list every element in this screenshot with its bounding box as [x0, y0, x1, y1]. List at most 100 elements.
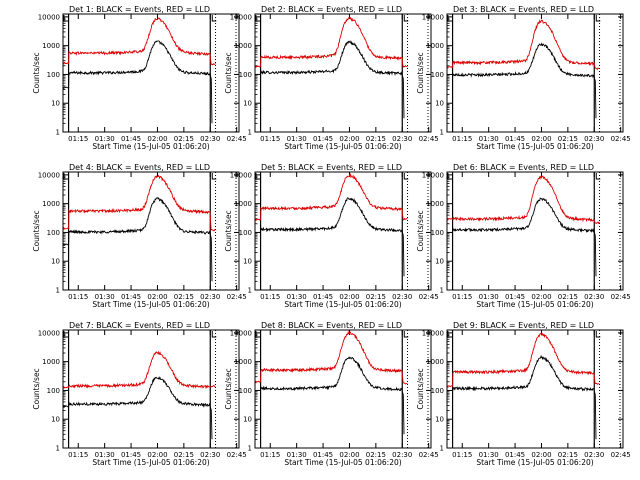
x-axis-label: Start Time (15-Jul-05 01:06:20) [476, 458, 593, 467]
x-axis-label: Start Time (15-Jul-05 01:06:20) [284, 142, 401, 151]
x-tick-label: 01:45 [313, 135, 333, 143]
y-tick-label: 100 [431, 229, 444, 237]
y-axis-label: Counts/sec [416, 368, 425, 409]
corner-mark [63, 331, 68, 338]
x-tick-label: 02:45 [227, 451, 247, 459]
y-tick-label: 1000 [234, 200, 252, 208]
x-tick-label: 02:00 [147, 293, 167, 301]
y-tick-label: 10000 [230, 13, 252, 21]
y-tick-label: 1 [56, 287, 60, 295]
x-tick-label: 02:00 [339, 293, 359, 301]
detector-panel-4: Det 4: BLACK = Events, RED = LLD 1 10 100 10… [32, 163, 247, 309]
panel-title: Det 9: BLACK = Events, RED = LLD [453, 321, 594, 330]
series-events-line [260, 40, 405, 119]
x-tick-label: 01:45 [121, 135, 141, 143]
y-axis-label: Counts/sec [416, 210, 425, 251]
series-events-line [63, 376, 213, 440]
y-tick-label: 1000 [234, 358, 252, 366]
y-axis-label: Counts/sec [224, 210, 233, 251]
x-tick-label: 02:00 [147, 451, 167, 459]
x-tick-label: 02:30 [392, 293, 412, 301]
plot-frame [446, 171, 624, 291]
x-tick-label: 01:30 [479, 293, 499, 301]
x-axis-label: Start Time (15-Jul-05 01:06:20) [92, 300, 209, 309]
x-tick-label: 02:45 [227, 293, 247, 301]
series-events-line [452, 42, 597, 119]
x-tick-label: 02:30 [392, 135, 412, 143]
y-axis-label: Counts/sec [416, 52, 425, 93]
y-tick-label: 1000 [426, 200, 444, 208]
x-tick-label: 02:45 [611, 451, 631, 459]
x-tick-label: 02:00 [531, 135, 551, 143]
y-tick-label: 1 [248, 287, 252, 295]
y-tick-label: 100 [47, 71, 60, 79]
plot-frame [62, 13, 240, 133]
x-axis-label: Start Time (15-Jul-05 01:06:20) [92, 142, 209, 151]
x-tick-label: 02:15 [558, 135, 578, 143]
y-tick-label: 100 [239, 71, 252, 79]
y-tick-label: 100 [47, 229, 60, 237]
y-tick-label: 10 [435, 416, 444, 424]
panel-title: Det 5: BLACK = Events, RED = LLD [261, 163, 402, 172]
panel-title: Det 2: BLACK = Events, RED = LLD [261, 5, 402, 14]
y-tick-label: 1000 [42, 200, 60, 208]
y-tick-label: 10000 [422, 171, 444, 179]
series-events-line [260, 356, 405, 435]
x-tick-label: 01:15 [260, 135, 280, 143]
x-axis-label: Start Time (15-Jul-05 01:06:20) [284, 458, 401, 467]
y-tick-label: 10 [51, 416, 60, 424]
x-tick-label: 01:45 [313, 293, 333, 301]
y-tick-label: 1000 [426, 358, 444, 366]
y-tick-label: 10 [435, 100, 444, 108]
x-tick-label: 02:00 [147, 135, 167, 143]
x-tick-label: 02:15 [366, 451, 386, 459]
x-tick-label: 02:15 [174, 293, 194, 301]
detector-panel-5: Det 5: BLACK = Events, RED = LLD 1 10 100 10… [224, 163, 439, 309]
y-tick-label: 1000 [234, 42, 252, 50]
corner-mark [255, 331, 260, 338]
series-lld-line [255, 16, 408, 69]
series-lld-line [255, 172, 408, 221]
x-tick-label: 02:15 [558, 293, 578, 301]
x-tick-label: 01:45 [505, 293, 525, 301]
y-tick-label: 10000 [230, 329, 252, 337]
x-tick-label: 02:00 [339, 451, 359, 459]
panel-title: Det 7: BLACK = Events, RED = LLD [69, 321, 210, 330]
x-tick-label: 01:30 [287, 293, 307, 301]
x-tick-label: 02:15 [174, 135, 194, 143]
x-tick-label: 01:30 [95, 293, 115, 301]
panel-title: Det 8: BLACK = Events, RED = LLD [261, 321, 402, 330]
y-tick-label: 10 [435, 258, 444, 266]
corner-mark [63, 173, 68, 180]
y-tick-label: 1 [56, 129, 60, 137]
series-lld-line [447, 332, 600, 388]
x-tick-label: 01:15 [68, 135, 88, 143]
series-lld-line [63, 350, 216, 389]
series-events-line [452, 354, 597, 440]
x-tick-label: 01:30 [479, 451, 499, 459]
plot-frame [254, 171, 432, 291]
x-tick-label: 02:00 [531, 293, 551, 301]
corner-mark [211, 173, 217, 180]
plot-frame [254, 329, 432, 449]
x-tick-label: 02:00 [531, 451, 551, 459]
x-axis-label: Start Time (15-Jul-05 01:06:20) [92, 458, 209, 467]
y-tick-label: 10 [243, 416, 252, 424]
x-tick-label: 01:30 [95, 135, 115, 143]
x-tick-label: 02:30 [392, 451, 412, 459]
x-tick-label: 02:45 [419, 451, 439, 459]
y-tick-label: 100 [239, 229, 252, 237]
corner-mark [447, 15, 452, 22]
y-tick-label: 1000 [42, 358, 60, 366]
y-tick-label: 1 [248, 445, 252, 453]
y-tick-label: 10000 [422, 13, 444, 21]
y-tick-label: 1 [440, 129, 444, 137]
x-tick-label: 01:30 [479, 135, 499, 143]
y-axis-label: Counts/sec [32, 210, 41, 251]
x-tick-label: 02:45 [419, 293, 439, 301]
y-tick-label: 100 [47, 387, 60, 395]
x-tick-label: 02:45 [611, 135, 631, 143]
x-tick-label: 01:45 [313, 451, 333, 459]
plot-frame [446, 13, 624, 133]
